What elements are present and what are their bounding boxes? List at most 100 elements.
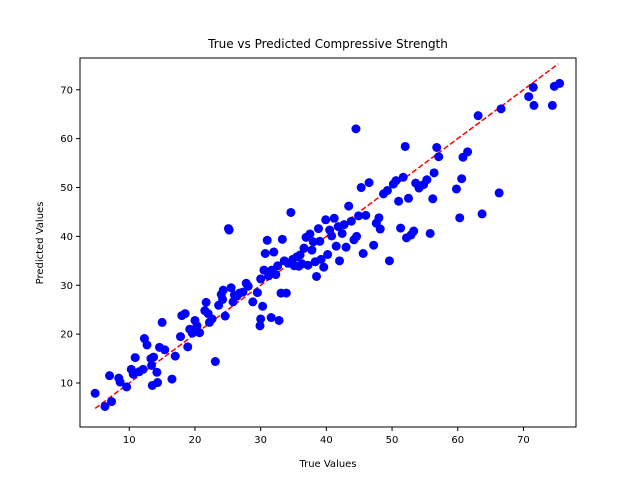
data-point: [130, 353, 140, 363]
data-point: [425, 228, 435, 238]
data-point: [477, 209, 487, 219]
data-point: [428, 194, 438, 204]
data-point: [316, 254, 326, 264]
data-point: [286, 207, 296, 217]
data-point: [327, 231, 337, 241]
data-point: [494, 188, 504, 198]
data-point: [248, 297, 258, 307]
data-point: [160, 345, 170, 355]
data-point: [256, 314, 266, 324]
reference-line: [94, 63, 559, 410]
data-point: [315, 236, 325, 246]
data-point: [555, 78, 565, 88]
data-point: [382, 185, 392, 195]
data-point: [374, 213, 384, 223]
data-point: [153, 378, 163, 388]
data-point: [429, 168, 439, 178]
data-point: [339, 220, 349, 230]
x-tick-label: 30: [254, 435, 267, 446]
data-point: [394, 196, 404, 206]
data-point: [364, 178, 374, 188]
data-point: [329, 213, 339, 223]
data-point: [463, 147, 473, 157]
data-point: [201, 297, 211, 307]
data-point: [331, 241, 341, 251]
data-point: [195, 328, 205, 338]
x-tick-label: 10: [123, 435, 136, 446]
x-tick-label: 40: [320, 435, 333, 446]
data-point: [384, 256, 394, 266]
y-tick-label: 60: [60, 134, 73, 145]
data-point: [341, 242, 351, 252]
y-tick-label: 50: [60, 183, 73, 194]
data-point: [269, 247, 279, 257]
data-point: [192, 321, 202, 331]
data-point: [352, 231, 362, 241]
data-point: [375, 224, 385, 234]
data-point: [351, 124, 361, 134]
y-axis-label: Predicted Values: [35, 202, 46, 285]
data-point: [391, 176, 401, 186]
data-point: [369, 240, 379, 250]
data-point: [303, 260, 313, 270]
data-point: [138, 364, 148, 374]
data-point: [473, 111, 483, 121]
data-point: [321, 215, 331, 225]
data-point: [451, 184, 461, 194]
data-point: [274, 315, 284, 325]
data-point: [432, 142, 442, 152]
data-point: [344, 201, 354, 211]
data-point: [224, 225, 234, 235]
data-point: [358, 249, 368, 258]
x-tick-label: 70: [517, 435, 530, 446]
data-point: [307, 245, 317, 255]
data-point: [167, 374, 177, 384]
plot-frame: [79, 57, 577, 428]
data-point: [305, 229, 315, 239]
data-point: [226, 283, 236, 293]
data-point: [105, 371, 115, 381]
data-point: [115, 377, 125, 387]
data-point: [243, 281, 253, 291]
data-point: [396, 223, 406, 233]
x-axis-label: True Values: [298, 459, 356, 470]
data-point: [524, 92, 534, 102]
data-point: [547, 100, 557, 110]
data-point: [400, 141, 410, 151]
data-point: [273, 261, 283, 271]
data-point: [100, 401, 110, 411]
data-point: [313, 224, 323, 234]
data-point: [149, 352, 159, 362]
data-point: [422, 175, 432, 185]
data-point: [210, 357, 220, 367]
data-point: [207, 314, 217, 324]
data-point: [183, 342, 193, 352]
data-point: [218, 294, 228, 304]
data-point: [262, 235, 272, 245]
data-point: [170, 351, 180, 361]
data-point: [187, 328, 197, 338]
data-point: [258, 301, 268, 311]
chart-title: True vs Predicted Compressive Strength: [207, 37, 448, 51]
x-tick-label: 60: [451, 435, 464, 446]
y-tick-label: 30: [60, 281, 73, 292]
data-point: [312, 271, 321, 281]
data-point: [319, 262, 329, 272]
x-axis: 10 20 30 40 50 60 70: [123, 427, 530, 446]
y-axis: 10 20 30 40 50 60 70: [60, 85, 80, 390]
data-point: [299, 243, 309, 253]
data-point: [252, 288, 262, 298]
data-point: [356, 183, 366, 193]
data-point: [308, 237, 318, 247]
y-tick-label: 40: [60, 232, 73, 243]
data-point: [434, 152, 444, 162]
data-point: [323, 249, 333, 259]
x-tick-label: 50: [386, 435, 399, 446]
data-point: [220, 311, 230, 321]
data-point: [180, 309, 190, 319]
data-point: [337, 228, 347, 238]
data-point: [335, 256, 344, 266]
data-point: [271, 270, 281, 280]
data-point: [496, 104, 506, 114]
